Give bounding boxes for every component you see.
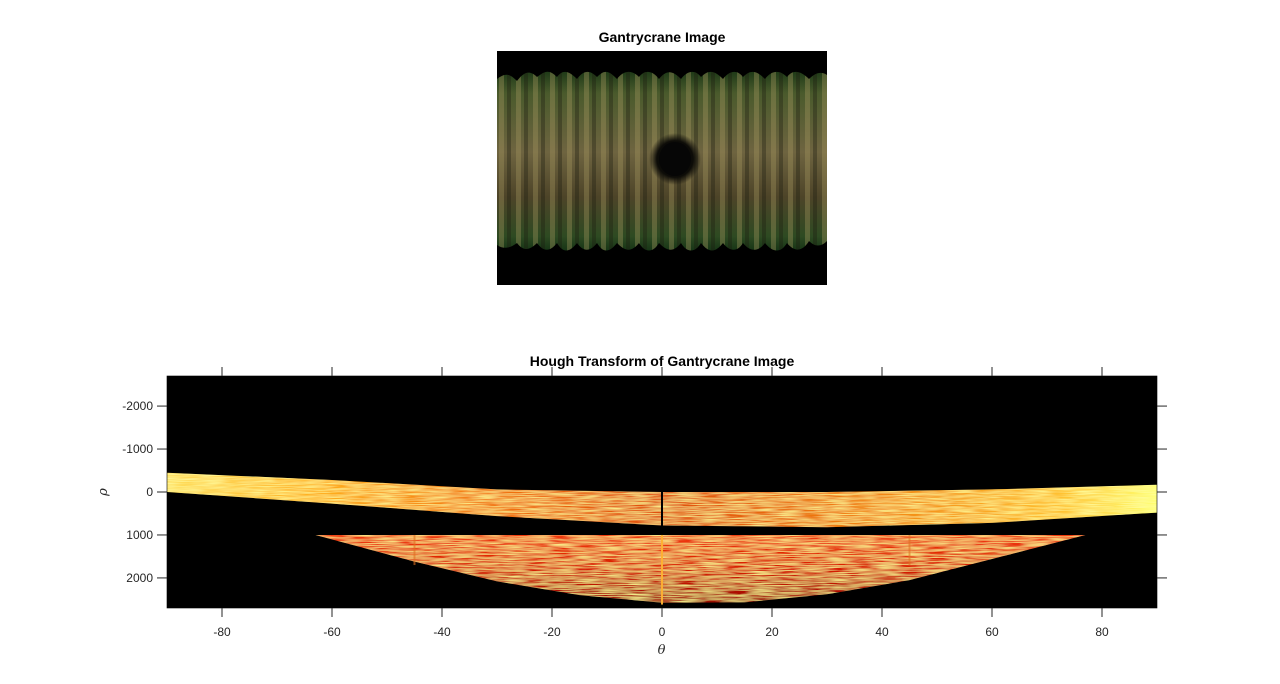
x-tick-label: -60 [323,625,341,639]
y-tick-label: 0 [146,485,153,499]
theta-zero-gap [661,492,663,528]
gantrycrane-photo [497,51,827,285]
x-tick-label: 40 [875,625,889,639]
bright-column [908,534,911,566]
image-title: Gantrycrane Image [598,29,726,45]
x-tick-label: 60 [985,625,999,639]
y-axis-label: ρ [96,488,111,497]
x-tick-label: -40 [433,625,451,639]
hough-lower-band [315,535,1086,603]
y-tick-label: -1000 [122,442,153,456]
y-tick-label: 1000 [126,528,153,542]
x-axis-label: θ [658,643,666,658]
y-tick-label: -2000 [122,399,153,413]
x-tick-label: 80 [1095,625,1109,639]
x-tick-label: 20 [765,625,779,639]
x-tick-label: -20 [543,625,561,639]
x-tick-label: 0 [659,625,666,639]
hough-title: Hough Transform of Gantrycrane Image [529,353,795,369]
bright-column [413,534,416,566]
bright-column [661,534,663,605]
y-tick-label: 2000 [126,571,153,585]
x-tick-label: -80 [213,625,231,639]
